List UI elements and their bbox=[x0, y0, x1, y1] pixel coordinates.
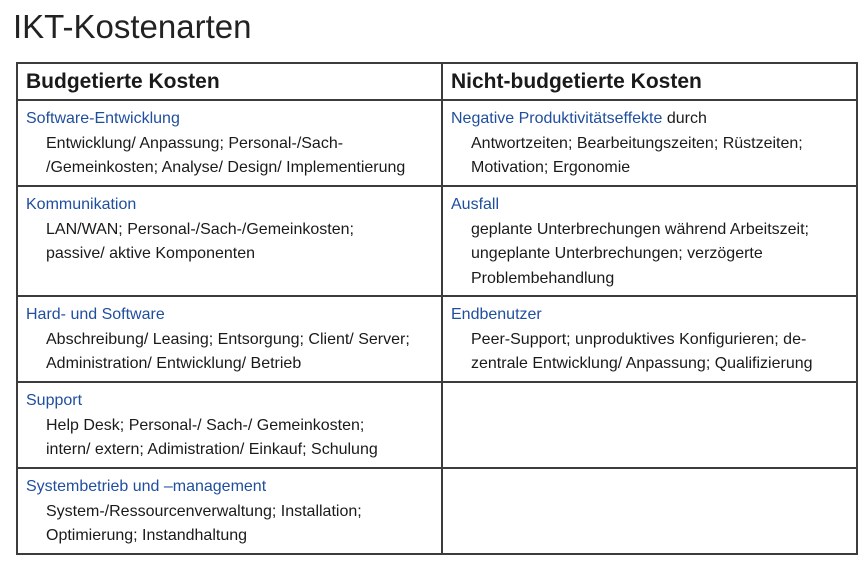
header-budgeted: Budgetierte Kosten bbox=[16, 62, 443, 101]
budgeted-cell: Systembetrieb und –management System-/Re… bbox=[16, 467, 443, 555]
non-budgeted-cell: Negative Produktivitätseffekte durch Ant… bbox=[441, 99, 858, 187]
category-heading: Negative Produktivitätseffekte durch bbox=[451, 107, 848, 132]
category-title: Ausfall bbox=[451, 196, 500, 213]
category-title: Software-Entwicklung bbox=[26, 110, 180, 127]
detail-line: Entwicklung/ Anpassung; Personal-/Sach- bbox=[46, 134, 344, 152]
category-suffix: durch bbox=[662, 110, 707, 127]
detail-line: Help Desk; Personal-/ Sach-/ Gemeinkoste… bbox=[46, 416, 365, 434]
detail-line: System-/Ressourcenverwaltung; Installati… bbox=[46, 502, 362, 520]
detail-line: ungeplante Unterbrechungen; verzögerte bbox=[471, 245, 763, 262]
category-title: Endbenutzer bbox=[451, 306, 542, 323]
non-budgeted-cell: Ausfall geplante Unterbrechungen während… bbox=[441, 185, 858, 297]
cost-types-table: Budgetierte Kosten Nicht-budgetierte Kos… bbox=[16, 62, 858, 555]
detail-line: Motivation; Ergonomie bbox=[471, 159, 631, 176]
category-title: Hard- und Software bbox=[26, 306, 165, 323]
detail-line: Administration/ Entwicklung/ Betrieb bbox=[46, 355, 302, 372]
table-row: Hard- und Software Abschreibung/ Leasing… bbox=[16, 295, 858, 383]
category-details: geplante Unterbrechungen während Arbeits… bbox=[451, 218, 848, 292]
detail-line: /Gemeinkosten; Analyse/ Design/ Implemen… bbox=[46, 159, 406, 176]
category-title: Systembetrieb und –management bbox=[26, 478, 267, 495]
table-row: Kommunikation LAN/WAN; Personal-/Sach-/G… bbox=[16, 185, 858, 297]
detail-line: Abschreibung/ Leasing; Entsorgung; Clien… bbox=[46, 330, 410, 348]
category-details: Entwicklung/ Anpassung; Personal-/Sach- … bbox=[26, 132, 433, 181]
detail-line: LAN/WAN; Personal-/Sach-/Gemeinkosten; bbox=[46, 220, 354, 238]
budgeted-cell: Kommunikation LAN/WAN; Personal-/Sach-/G… bbox=[16, 185, 443, 297]
category-details: Antwortzeiten; Bearbeitungszeiten; Rüstz… bbox=[451, 132, 848, 181]
category-details: Help Desk; Personal-/ Sach-/ Gemeinkoste… bbox=[26, 414, 433, 463]
category-title: Kommunikation bbox=[26, 196, 137, 213]
non-budgeted-cell: Endbenutzer Peer-Support; unproduktives … bbox=[441, 295, 858, 383]
detail-line: zentrale Entwicklung/ Anpassung; Qualifi… bbox=[471, 355, 813, 372]
detail-line: Antwortzeiten; Bearbeitungszeiten; Rüstz… bbox=[471, 134, 803, 152]
header-non-budgeted: Nicht-budgetierte Kosten bbox=[441, 62, 858, 101]
detail-line: Problembehandlung bbox=[471, 269, 615, 287]
detail-line: passive/ aktive Komponenten bbox=[46, 245, 256, 262]
page-title: IKT-Kostenarten bbox=[13, 8, 252, 45]
category-title: Support bbox=[26, 392, 83, 409]
category-details: Abschreibung/ Leasing; Entsorgung; Clien… bbox=[26, 328, 433, 377]
detail-line: intern/ extern; Adimistration/ Einkauf; … bbox=[46, 441, 378, 458]
detail-line: geplante Unterbrechungen während Arbeits… bbox=[471, 220, 809, 238]
category-details: Peer-Support; unproduktives Konfiguriere… bbox=[451, 328, 848, 377]
detail-line: Optimierung; Instandhaltung bbox=[46, 527, 248, 544]
empty-cell bbox=[441, 381, 858, 469]
budgeted-cell: Software-Entwicklung Entwicklung/ Anpass… bbox=[16, 99, 443, 187]
empty-cell bbox=[441, 467, 858, 555]
table-row: Software-Entwicklung Entwicklung/ Anpass… bbox=[16, 99, 858, 187]
table-row: Systembetrieb und –management System-/Re… bbox=[16, 467, 858, 555]
budgeted-cell: Support Help Desk; Personal-/ Sach-/ Gem… bbox=[16, 381, 443, 469]
category-details: System-/Ressourcenverwaltung; Installati… bbox=[26, 500, 433, 549]
detail-line: Peer-Support; unproduktives Konfiguriere… bbox=[471, 330, 807, 348]
category-details: LAN/WAN; Personal-/Sach-/Gemeinkosten; p… bbox=[26, 218, 433, 267]
budgeted-cell: Hard- und Software Abschreibung/ Leasing… bbox=[16, 295, 443, 383]
table-header-row: Budgetierte Kosten Nicht-budgetierte Kos… bbox=[16, 62, 858, 101]
category-title: Negative Produktivitätseffekte bbox=[451, 110, 663, 127]
table-row: Support Help Desk; Personal-/ Sach-/ Gem… bbox=[16, 381, 858, 469]
